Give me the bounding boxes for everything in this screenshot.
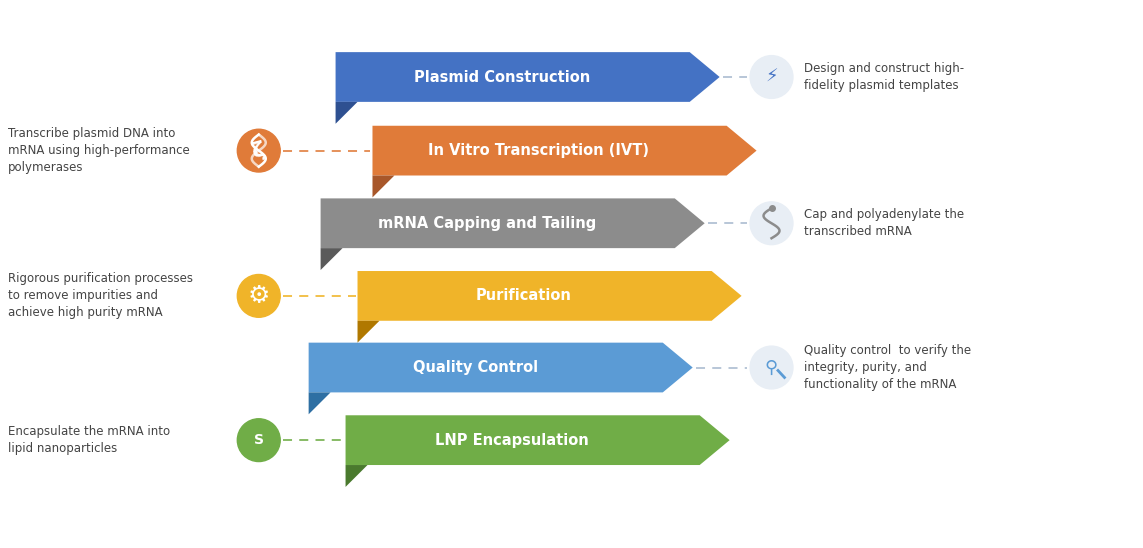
Polygon shape [345, 415, 729, 465]
Polygon shape [320, 198, 705, 248]
Polygon shape [320, 248, 343, 270]
Text: Cap and polyadenylate the
transcribed mRNA: Cap and polyadenylate the transcribed mR… [805, 208, 965, 238]
Text: Encapsulate the mRNA into
lipid nanoparticles: Encapsulate the mRNA into lipid nanopart… [8, 425, 170, 455]
Text: Design and construct high-
fidelity plasmid templates: Design and construct high- fidelity plas… [805, 62, 965, 92]
Text: Quality Control: Quality Control [413, 360, 537, 375]
Text: Rigorous purification processes
to remove impurities and
achieve high purity mRN: Rigorous purification processes to remov… [8, 272, 193, 319]
Text: ⚙: ⚙ [248, 284, 270, 308]
Text: Plasmid Construction: Plasmid Construction [414, 70, 590, 84]
Polygon shape [358, 271, 742, 321]
Polygon shape [373, 175, 394, 197]
Polygon shape [309, 342, 693, 392]
Text: ζ: ζ [250, 139, 267, 162]
Circle shape [750, 202, 793, 244]
Text: LNP Encapsulation: LNP Encapsulation [435, 433, 589, 448]
Circle shape [238, 275, 280, 317]
Text: Transcribe plasmid DNA into
mRNA using high-performance
polymerases: Transcribe plasmid DNA into mRNA using h… [8, 127, 190, 174]
Text: Purification: Purification [475, 288, 572, 304]
Polygon shape [336, 52, 720, 102]
Circle shape [750, 346, 793, 389]
Text: ⚲: ⚲ [765, 358, 778, 376]
Circle shape [750, 55, 793, 99]
Circle shape [238, 419, 280, 461]
Polygon shape [373, 125, 757, 175]
Circle shape [238, 129, 280, 172]
Text: mRNA Capping and Tailing: mRNA Capping and Tailing [378, 216, 597, 231]
Polygon shape [309, 392, 330, 414]
Polygon shape [336, 102, 358, 124]
Text: S: S [254, 433, 264, 447]
Polygon shape [345, 465, 368, 487]
Polygon shape [358, 321, 379, 342]
Text: ⚡: ⚡ [765, 68, 778, 86]
Text: Quality control  to verify the
integrity, purity, and
functionality of the mRNA: Quality control to verify the integrity,… [805, 344, 972, 391]
Text: In Vitro Transcription (IVT): In Vitro Transcription (IVT) [429, 143, 649, 158]
